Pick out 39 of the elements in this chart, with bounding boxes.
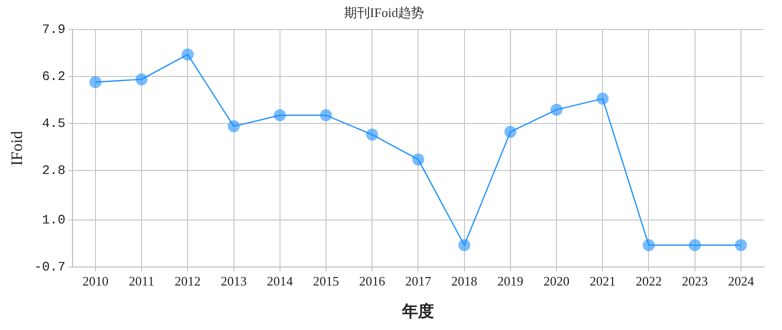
- y-tick-label: 4.5: [42, 116, 66, 131]
- point: [228, 120, 240, 132]
- point: [596, 92, 609, 105]
- y-tick-label: 6.2: [42, 69, 66, 84]
- x-tick-label: 2022: [636, 273, 662, 288]
- x-tick-label: 2021: [590, 273, 616, 288]
- x-tick-label: 2017: [405, 273, 432, 288]
- x-tick-label: 2011: [128, 273, 154, 288]
- y-tick-label: -0.7: [34, 260, 66, 275]
- x-tick-label: 2024: [728, 273, 754, 288]
- x-tick-label: 2013: [220, 273, 247, 288]
- x-tick-label: 2023: [682, 273, 708, 288]
- y-tick-label: 1.0: [42, 212, 66, 228]
- y-tick-label: 7.9: [42, 22, 66, 38]
- x-axis-title: 年度: [401, 302, 434, 321]
- point: [734, 239, 747, 252]
- x-tick-label: 2012: [174, 273, 201, 288]
- point: [136, 73, 148, 86]
- point: [366, 128, 378, 141]
- point: [89, 76, 102, 88]
- x-tick-label: 2019: [497, 273, 524, 288]
- x-tick-label: 2020: [544, 273, 570, 288]
- chart-title: 期刊IFoid趋势: [344, 5, 424, 20]
- point: [458, 239, 470, 252]
- point: [504, 126, 516, 138]
- point: [182, 48, 194, 60]
- x-tick-label: 2014: [266, 273, 294, 288]
- x-tick-label: 2018: [451, 273, 478, 288]
- y-axis-title: IFoid: [8, 131, 26, 166]
- x-tick-label: 2010: [82, 273, 108, 288]
- point: [688, 239, 701, 252]
- point: [320, 109, 332, 122]
- point: [412, 153, 424, 166]
- y-tick-label: 2.8: [42, 162, 66, 178]
- point: [550, 104, 563, 116]
- x-tick-label: 2016: [359, 273, 386, 288]
- point: [274, 109, 286, 122]
- x-tick-label: 2015: [312, 273, 339, 288]
- point: [642, 239, 655, 252]
